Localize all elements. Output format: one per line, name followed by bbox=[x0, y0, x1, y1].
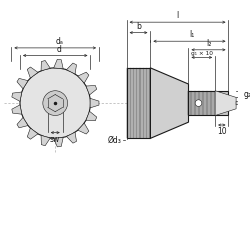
Circle shape bbox=[195, 100, 202, 106]
Polygon shape bbox=[41, 60, 50, 71]
Polygon shape bbox=[12, 105, 22, 114]
Text: l₁: l₁ bbox=[190, 30, 195, 39]
Polygon shape bbox=[236, 102, 242, 105]
Text: l: l bbox=[176, 11, 179, 20]
Polygon shape bbox=[54, 138, 63, 147]
Polygon shape bbox=[27, 128, 38, 139]
Text: g₂: g₂ bbox=[244, 90, 250, 98]
Polygon shape bbox=[78, 72, 89, 83]
Text: l₂: l₂ bbox=[206, 39, 211, 48]
Polygon shape bbox=[54, 59, 63, 69]
Polygon shape bbox=[90, 98, 99, 108]
Polygon shape bbox=[86, 86, 97, 95]
Text: dₐ: dₐ bbox=[56, 37, 64, 46]
Text: sw: sw bbox=[50, 136, 60, 144]
Bar bbox=[126, 68, 150, 138]
Text: b: b bbox=[136, 22, 141, 31]
Polygon shape bbox=[27, 67, 38, 78]
Text: g₁ × 10: g₁ × 10 bbox=[191, 50, 213, 56]
Text: d: d bbox=[56, 44, 62, 54]
Polygon shape bbox=[17, 78, 28, 89]
Polygon shape bbox=[12, 92, 22, 102]
Circle shape bbox=[20, 68, 90, 138]
Polygon shape bbox=[86, 111, 97, 121]
Polygon shape bbox=[78, 123, 89, 134]
Polygon shape bbox=[150, 68, 188, 138]
Bar bbox=[188, 91, 228, 116]
Text: Ød₃: Ød₃ bbox=[108, 136, 122, 145]
Polygon shape bbox=[66, 132, 76, 143]
Polygon shape bbox=[66, 63, 76, 74]
Text: 10: 10 bbox=[217, 127, 227, 136]
Polygon shape bbox=[17, 118, 28, 128]
Circle shape bbox=[43, 91, 68, 116]
Polygon shape bbox=[215, 91, 236, 116]
Polygon shape bbox=[41, 135, 50, 146]
